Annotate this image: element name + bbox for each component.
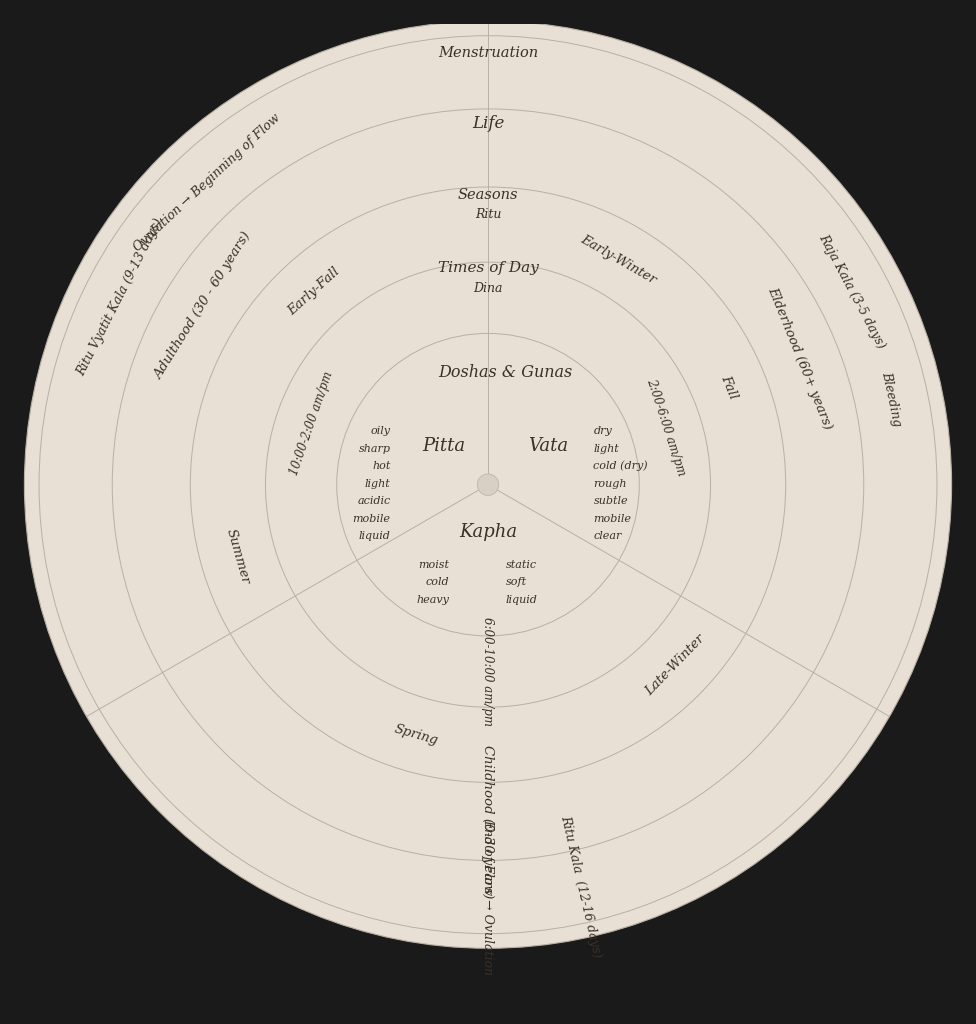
Text: Times of Day: Times of Day — [437, 261, 539, 275]
Text: Summer: Summer — [224, 527, 252, 586]
Text: Ritu Vyatit Kala (9-13 days): Ritu Vyatit Kala (9-13 days) — [75, 217, 166, 378]
Text: Fall: Fall — [718, 374, 740, 401]
Text: Life: Life — [471, 115, 505, 132]
Text: End of Flow → Ovulation: End of Flow → Ovulation — [481, 819, 495, 975]
Text: moist: moist — [418, 560, 449, 569]
Text: Elderhood (60+ years): Elderhood (60+ years) — [765, 286, 834, 432]
Text: rough: rough — [593, 478, 627, 488]
Text: heavy: heavy — [416, 595, 449, 605]
Text: 6:00-10:00 am/pm: 6:00-10:00 am/pm — [481, 617, 495, 726]
Text: static: static — [506, 560, 537, 569]
Text: 10:00-2:00 am/pm: 10:00-2:00 am/pm — [287, 370, 335, 477]
Text: mobile: mobile — [593, 514, 631, 524]
Text: subtle: subtle — [593, 497, 628, 506]
Text: Spring: Spring — [392, 722, 440, 748]
Text: acidic: acidic — [357, 497, 390, 506]
Text: Bleeding: Bleeding — [879, 371, 904, 428]
Text: light: light — [365, 478, 390, 488]
Text: cold (dry): cold (dry) — [593, 461, 648, 471]
Text: Dina: Dina — [473, 282, 503, 295]
Text: Ritu: Ritu — [474, 208, 502, 221]
Text: Menstruation: Menstruation — [438, 46, 538, 59]
Text: cold: cold — [426, 578, 449, 588]
Circle shape — [24, 22, 952, 948]
Text: Doshas & Gunas: Doshas & Gunas — [438, 365, 573, 381]
Text: dry: dry — [593, 426, 612, 436]
Text: light: light — [593, 443, 619, 454]
Text: Raja Kala (3-5 days): Raja Kala (3-5 days) — [816, 231, 888, 350]
Text: oily: oily — [371, 426, 390, 436]
Text: sharp: sharp — [358, 443, 390, 454]
Text: hot: hot — [372, 461, 390, 471]
Text: Kapha: Kapha — [459, 522, 517, 541]
Text: clear: clear — [593, 531, 622, 542]
Text: Adulthood (30 - 60 years): Adulthood (30 - 60 years) — [151, 230, 253, 382]
Text: Ovulation → Beginning of Flow: Ovulation → Beginning of Flow — [131, 112, 283, 255]
Text: Vata: Vata — [528, 436, 569, 455]
Text: 2:00-6:00 am/pm: 2:00-6:00 am/pm — [644, 377, 688, 477]
Text: liquid: liquid — [358, 531, 390, 542]
Text: Late-Winter: Late-Winter — [643, 632, 708, 698]
Circle shape — [477, 474, 499, 496]
Text: mobile: mobile — [352, 514, 390, 524]
Text: Ritu Kala  (12-16 days): Ritu Kala (12-16 days) — [558, 814, 603, 958]
Text: Early-Fall: Early-Fall — [286, 265, 343, 317]
Text: Childhood (0-30 years): Childhood (0-30 years) — [481, 744, 495, 898]
Text: Pitta: Pitta — [423, 436, 466, 455]
Text: liquid: liquid — [506, 595, 538, 605]
Text: soft: soft — [506, 578, 527, 588]
Text: Early-Winter: Early-Winter — [578, 232, 658, 287]
Text: Seasons: Seasons — [458, 188, 518, 203]
